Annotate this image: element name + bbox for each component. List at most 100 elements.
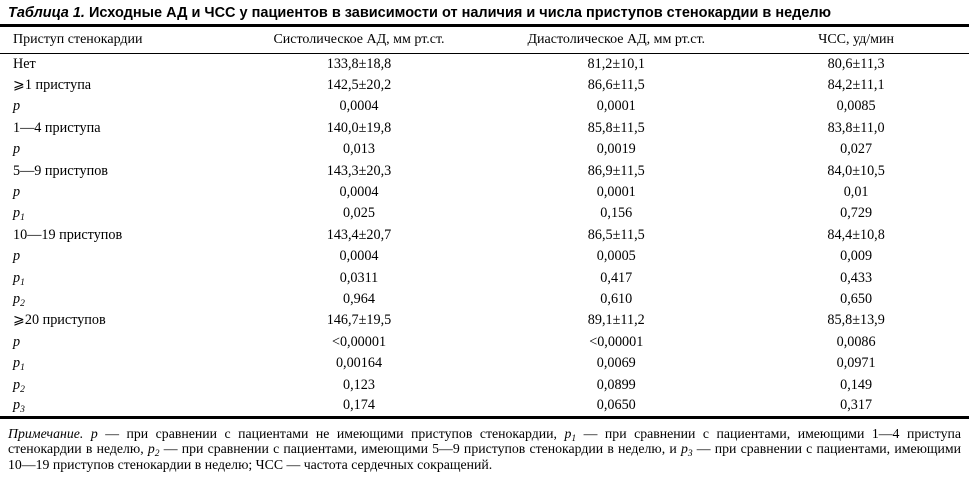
row-label: p1: [13, 205, 25, 224]
table-row: p2 0,964 0,610 0,650: [0, 289, 969, 310]
table-row: p 0,0004 0,0001 0,01: [0, 182, 969, 203]
table-row: p2 0,123 0,0899 0,149: [0, 374, 969, 395]
value-cell: <0,00001: [589, 333, 644, 350]
value-cell: 0,0971: [836, 355, 876, 372]
value-cell: 0,729: [840, 205, 873, 222]
value-cell: 84,4±10,8: [827, 226, 885, 243]
value-cell: 0,0005: [596, 248, 636, 265]
row-label: Нет: [13, 55, 36, 72]
value-cell: 143,3±20,3: [326, 162, 392, 179]
row-label: ⩾20 приступов: [13, 312, 106, 329]
value-cell: 0,00164: [335, 355, 383, 372]
value-cell: 80,6±11,3: [827, 55, 885, 72]
row-label: 10—19 приступов: [13, 226, 123, 243]
row-label: p: [13, 141, 21, 158]
value-cell: 0,009: [840, 248, 873, 265]
footnote-p2-sub: 2: [154, 449, 160, 460]
value-cell: 0,013: [343, 141, 375, 158]
footnote-p: p: [90, 425, 98, 441]
value-cell: 0,025: [343, 205, 375, 222]
value-cell: 0,01: [843, 184, 869, 201]
table-row: 5—9 приступов 143,3±20,3 86,9±11,5 84,0±10,…: [0, 160, 969, 181]
value-cell: 0,0001: [596, 184, 636, 201]
value-cell: 133,8±18,8: [326, 55, 392, 72]
footnote-p2: p: [147, 441, 155, 457]
table-row: p 0,0004 0,0001 0,0085: [0, 96, 969, 117]
value-cell: 146,7±19,5: [326, 312, 392, 329]
value-cell: 0,0650: [596, 397, 636, 414]
table-row: p 0,013 0,0019 0,027: [0, 139, 969, 160]
table-row: p3 0,174 0,0650 0,317: [0, 396, 969, 417]
paper-page: Таблица 1. Исходные АД и ЧСС у пациентов…: [0, 3, 969, 473]
footnote-label: Примечание.: [8, 425, 91, 441]
value-cell: 0,0086: [836, 333, 876, 350]
row-label: p2: [13, 290, 25, 309]
value-cell: 0,0311: [339, 269, 379, 286]
value-cell: 0,0019: [596, 141, 636, 158]
value-cell: 0,149: [840, 376, 873, 393]
row-label: p1: [13, 269, 25, 288]
table-row: p1 0,025 0,156 0,729: [0, 203, 969, 224]
row-label: p2: [13, 376, 25, 395]
value-cell: 84,2±11,1: [827, 77, 885, 94]
column-header: ЧСС, уд/мин: [743, 25, 969, 54]
column-header: Приступ стенокардии: [0, 25, 229, 54]
value-cell: 0,0004: [339, 98, 379, 115]
value-cell: 0,0069: [596, 355, 636, 372]
row-label: p3: [13, 397, 25, 416]
value-cell: 0,433: [840, 269, 873, 286]
footnote-p3: p: [680, 441, 688, 457]
table-row: p1 0,00164 0,0069 0,0971: [0, 353, 969, 374]
table-row: ⩾20 приступов 146,7±19,5 89,1±11,2 85,8±13,…: [0, 310, 969, 331]
value-cell: 0,174: [343, 397, 375, 414]
value-cell: 85,8±11,5: [587, 119, 645, 136]
value-cell: 0,0085: [836, 98, 876, 115]
value-cell: <0,00001: [331, 333, 387, 350]
value-cell: 85,8±13,9: [827, 312, 885, 329]
value-cell: 0,156: [600, 205, 633, 222]
value-cell: 0,0004: [339, 248, 379, 265]
table-row: Нет 133,8±18,8 81,2±10,1 80,6±11,3: [0, 54, 969, 75]
column-header: Диастолическое АД, мм рт.ст.: [489, 25, 744, 54]
table-number-label: Таблица 1.: [8, 5, 85, 21]
row-label: p: [13, 98, 21, 115]
table-header: Приступ стенокардии Систолическое АД, мм …: [0, 25, 969, 54]
value-cell: 86,6±11,5: [587, 77, 645, 94]
value-cell: 86,9±11,5: [587, 162, 645, 179]
row-label: p: [13, 184, 21, 201]
value-cell: 83,8±11,0: [827, 119, 885, 136]
value-cell: 142,5±20,2: [326, 77, 392, 94]
value-cell: 81,2±10,1: [587, 55, 645, 72]
row-label: p1: [13, 355, 25, 374]
footnote-part1: — при сравнении с пациентами не имеющими…: [97, 425, 565, 441]
table-title-text: Исходные АД и ЧСС у пациентов в зависимо…: [84, 5, 832, 21]
row-label: 1—4 приступа: [13, 119, 101, 136]
value-cell: 0,0004: [339, 184, 379, 201]
footnote-p1: p: [564, 425, 572, 441]
table-row: 10—19 приступов 143,4±20,7 86,5±11,5 84,4±1…: [0, 225, 969, 246]
value-cell: 0,0001: [596, 98, 636, 115]
table-row: p <0,00001 <0,00001 0,0086: [0, 332, 969, 353]
value-cell: 0,610: [600, 290, 633, 307]
value-cell: 0,317: [840, 397, 873, 414]
column-header: Систолическое АД, мм рт.ст.: [228, 25, 490, 54]
data-table: Приступ стенокардии Систолическое АД, мм …: [0, 24, 969, 419]
value-cell: 0,650: [840, 290, 873, 307]
footnote-p1-sub: 1: [571, 433, 577, 444]
row-label: ⩾1 приступа: [13, 77, 92, 94]
footnote-part4: — при сравнении с пациентами, имеющими 1…: [8, 441, 961, 473]
value-cell: 0,0899: [596, 376, 636, 393]
value-cell: 0,123: [343, 376, 375, 393]
row-label: 5—9 приступов: [13, 162, 108, 179]
value-cell: 0,027: [840, 141, 873, 158]
table-title: Таблица 1. Исходные АД и ЧСС у пациентов…: [0, 3, 969, 23]
row-label: p: [13, 333, 21, 350]
value-cell: 86,5±11,5: [587, 226, 645, 243]
table-row: p1 0,0311 0,417 0,433: [0, 267, 969, 288]
value-cell: 143,4±20,7: [326, 226, 392, 243]
table-row: ⩾1 приступа 142,5±20,2 86,6±11,5 84,2±11,1: [0, 75, 969, 96]
footnote-part2: — при сравнении с пациентами, имеющими 1…: [8, 425, 961, 457]
header-row: Приступ стенокардии Систолическое АД, мм …: [0, 25, 969, 54]
table-body: Нет 133,8±18,8 81,2±10,1 80,6±11,3 ⩾1 присту…: [0, 54, 969, 418]
value-cell: 84,0±10,5: [827, 162, 885, 179]
